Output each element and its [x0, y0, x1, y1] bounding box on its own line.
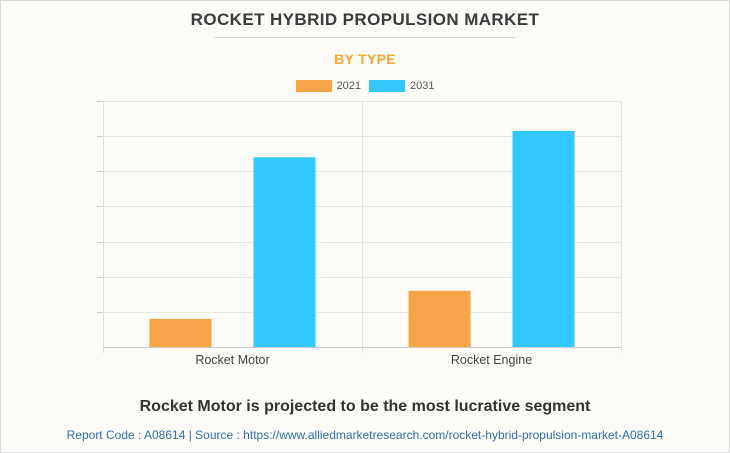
legend-item-2031[interactable]: 2031	[369, 80, 434, 92]
chart-subtitle: BY TYPE	[334, 51, 396, 67]
legend-swatch-2021	[295, 80, 332, 92]
legend-item-2021[interactable]: 2021	[295, 80, 361, 92]
legend-label-2021: 2021	[336, 80, 361, 92]
footer-note: Rocket Motor is projected to be the most…	[139, 398, 591, 415]
bar-rocket-motor-2021	[149, 318, 212, 347]
chart-legend: 2021 2031	[0, 80, 730, 92]
bar-rocket-engine-2031	[512, 130, 575, 347]
footer-source[interactable]: Report Code : A08614 | Source : https://…	[66, 428, 664, 442]
title-divider	[215, 37, 515, 38]
x-tick-label: Rocket Motor	[195, 353, 269, 367]
legend-swatch-2031	[369, 80, 405, 92]
bar-rocket-engine-2021	[408, 290, 471, 347]
chart-title: ROCKET HYBRID PROPULSION MARKET	[190, 10, 540, 29]
x-tick-label: Rocket Engine	[451, 353, 532, 367]
bar-rocket-motor-2031	[253, 157, 316, 347]
legend-label-2031: 2031	[410, 80, 435, 92]
